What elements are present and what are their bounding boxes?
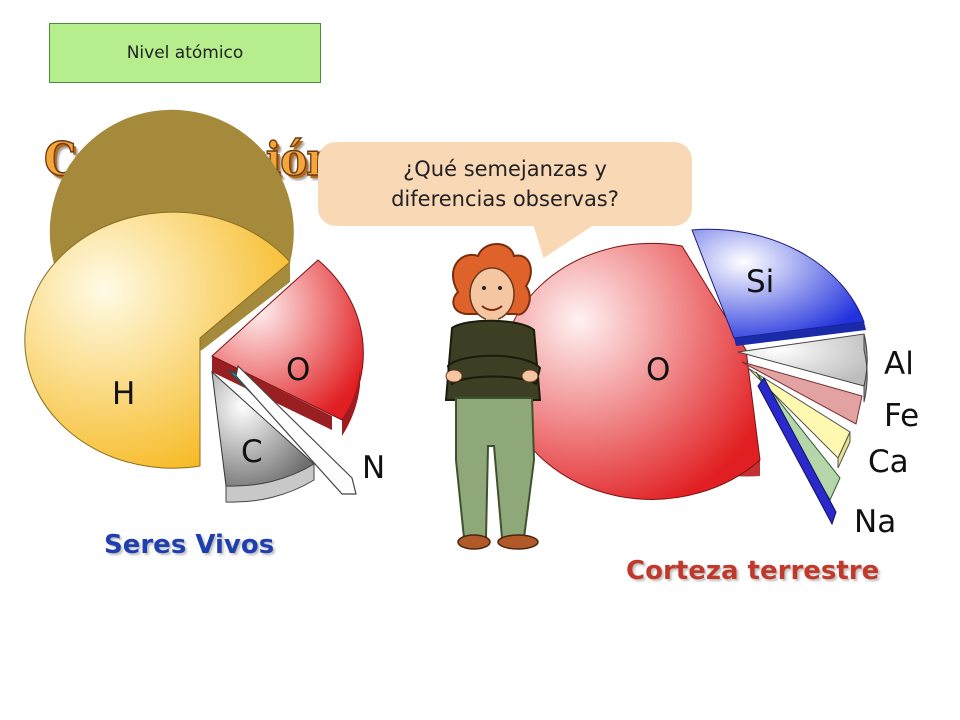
- slice-Fe: [741, 361, 863, 425]
- slice-Na: [757, 377, 837, 526]
- label-H: H: [112, 376, 135, 412]
- label-C: C: [241, 434, 263, 470]
- label-Na: Na: [854, 504, 896, 540]
- pie-crust-slices: [501, 228, 868, 526]
- slice-Al-rim: [863, 333, 868, 403]
- pie-crust-labels: O Si Al Fe Ca Na: [646, 264, 919, 540]
- level-tag: Nivel atómico: [49, 23, 321, 83]
- slice-O-rim: [342, 370, 360, 436]
- label-Ca: Ca: [868, 444, 909, 480]
- slice-Si: [691, 228, 865, 339]
- label-O-crust: O: [646, 352, 670, 388]
- speech-bubble: ¿Qué semejanzas y diferencias observas?: [318, 142, 692, 226]
- slice-N: [235, 364, 357, 495]
- slice-H-top: [24, 211, 291, 469]
- level-tag-text: Nivel atómico: [126, 43, 244, 63]
- speech-line-2: diferencias observas?: [391, 187, 619, 211]
- slice-Ca-rim: [837, 431, 851, 469]
- label-Fe: Fe: [884, 398, 919, 434]
- pie-living-slices: [24, 109, 364, 503]
- caption-crust: Corteza terrestre: [626, 556, 880, 586]
- label-N: N: [362, 450, 385, 486]
- slice-C-rim: [225, 463, 315, 503]
- label-O-living: O: [286, 352, 310, 388]
- caption-living: Seres Vivos: [104, 530, 275, 560]
- character-illustration: [444, 243, 542, 550]
- slice-Si-rim: [734, 322, 866, 346]
- label-Si: Si: [746, 264, 774, 300]
- label-Al: Al: [884, 346, 914, 382]
- speech-line-1: ¿Qué semejanzas y: [403, 157, 607, 181]
- pie-living-labels: H O C N: [112, 352, 385, 486]
